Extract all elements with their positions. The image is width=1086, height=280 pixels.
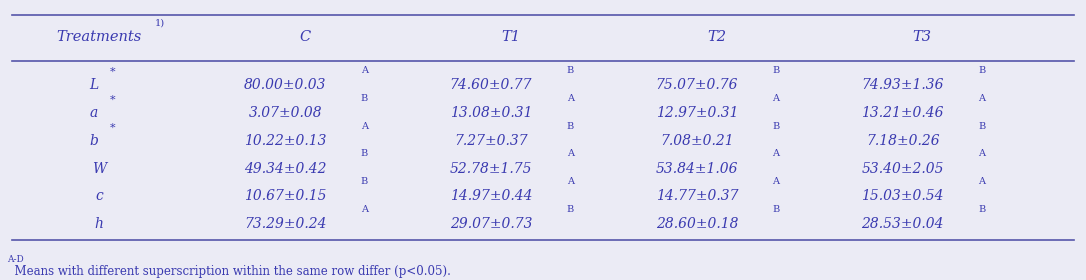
Text: A: A — [978, 177, 985, 186]
Text: B: B — [361, 177, 368, 186]
Text: B: B — [978, 205, 985, 214]
Text: 28.60±0.18: 28.60±0.18 — [656, 217, 738, 231]
Text: *: * — [110, 95, 116, 104]
Text: B: B — [567, 122, 573, 130]
Text: 10.67±0.15: 10.67±0.15 — [244, 189, 327, 203]
Text: A: A — [567, 94, 573, 103]
Text: T3: T3 — [912, 30, 932, 44]
Text: 10.22±0.13: 10.22±0.13 — [244, 134, 327, 148]
Text: A: A — [361, 122, 368, 130]
Text: B: B — [567, 205, 573, 214]
Text: B: B — [361, 150, 368, 158]
Text: 53.40±2.05: 53.40±2.05 — [861, 162, 944, 176]
Text: 74.60±0.77: 74.60±0.77 — [450, 78, 532, 92]
Text: B: B — [978, 122, 985, 130]
Text: 75.07±0.76: 75.07±0.76 — [656, 78, 738, 92]
Text: W: W — [91, 162, 106, 176]
Text: T1: T1 — [501, 30, 520, 44]
Text: 80.00±0.03: 80.00±0.03 — [244, 78, 327, 92]
Text: A: A — [772, 94, 780, 103]
Text: 7.08±0.21: 7.08±0.21 — [660, 134, 734, 148]
Text: A: A — [978, 150, 985, 158]
Text: A: A — [978, 94, 985, 103]
Text: 14.77±0.37: 14.77±0.37 — [656, 189, 738, 203]
Text: B: B — [772, 205, 780, 214]
Text: B: B — [772, 122, 780, 130]
Text: 14.97±0.44: 14.97±0.44 — [450, 189, 532, 203]
Text: A: A — [567, 150, 573, 158]
Text: A: A — [772, 177, 780, 186]
Text: h: h — [94, 217, 103, 231]
Text: B: B — [978, 66, 985, 75]
Text: 74.93±1.36: 74.93±1.36 — [861, 78, 944, 92]
Text: 53.84±1.06: 53.84±1.06 — [656, 162, 738, 176]
Text: Means with different superscription within the same row differ (p<0.05).: Means with different superscription with… — [7, 265, 451, 278]
Text: 52.78±1.75: 52.78±1.75 — [450, 162, 532, 176]
Text: C: C — [299, 30, 311, 44]
Text: Treatments: Treatments — [56, 30, 141, 44]
Text: T2: T2 — [707, 30, 725, 44]
Text: A-D: A-D — [7, 255, 24, 264]
Text: A: A — [772, 150, 780, 158]
Text: 7.18±0.26: 7.18±0.26 — [866, 134, 939, 148]
Text: 12.97±0.31: 12.97±0.31 — [656, 106, 738, 120]
Text: 3.07±0.08: 3.07±0.08 — [249, 106, 323, 120]
Text: a: a — [89, 106, 98, 120]
Text: B: B — [772, 66, 780, 75]
Text: 49.34±0.42: 49.34±0.42 — [244, 162, 327, 176]
Text: c: c — [94, 189, 103, 203]
Text: L: L — [89, 78, 98, 92]
Text: A: A — [567, 177, 573, 186]
Text: *: * — [110, 122, 116, 132]
Text: 29.07±0.73: 29.07±0.73 — [450, 217, 532, 231]
Text: 1): 1) — [155, 18, 165, 27]
Text: 28.53±0.04: 28.53±0.04 — [861, 217, 944, 231]
Text: B: B — [361, 94, 368, 103]
Text: 15.03±0.54: 15.03±0.54 — [861, 189, 944, 203]
Text: 7.27±0.37: 7.27±0.37 — [454, 134, 528, 148]
Text: 73.29±0.24: 73.29±0.24 — [244, 217, 327, 231]
Text: A: A — [361, 66, 368, 75]
Text: b: b — [89, 134, 98, 148]
Text: *: * — [110, 67, 116, 77]
Text: 13.21±0.46: 13.21±0.46 — [861, 106, 944, 120]
Text: B: B — [567, 66, 573, 75]
Text: A: A — [361, 205, 368, 214]
Text: 13.08±0.31: 13.08±0.31 — [450, 106, 532, 120]
